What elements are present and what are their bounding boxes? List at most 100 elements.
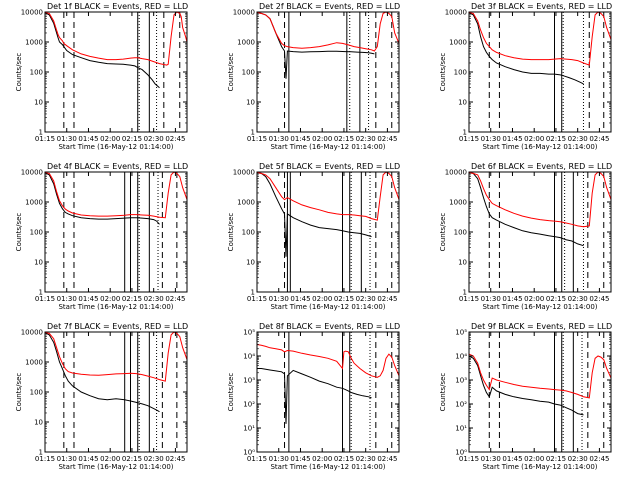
- x-tick-label: 02:45: [165, 135, 185, 143]
- lld-series-line: [256, 11, 400, 52]
- x-tick-label: 01:30: [481, 295, 501, 303]
- y-axis-label: Counts/sec: [439, 373, 447, 412]
- panel-title: Det 4f BLACK = Events, RED = LLD: [47, 162, 188, 171]
- y-tick-label: 10²: [455, 401, 467, 409]
- lld-series-line: [44, 11, 188, 66]
- detector-panel-4: Det 4f BLACK = Events, RED = LLD 1 10 100 10…: [15, 162, 188, 311]
- x-axis-label: Start Time (16-May-12 01:14:00): [270, 463, 385, 471]
- x-tick-label: 02:15: [122, 295, 142, 303]
- y-axis-label: Counts/sec: [15, 373, 23, 412]
- plot-frame: [468, 331, 612, 453]
- panel-title: Det 6f BLACK = Events, RED = LLD: [471, 162, 612, 171]
- y-tick-label: 10: [34, 419, 43, 427]
- lld-series-line: [468, 11, 612, 66]
- x-tick-label: 01:15: [35, 455, 55, 463]
- x-tick-label: 02:45: [589, 135, 609, 143]
- panel-title: Det 7f BLACK = Events, RED = LLD: [47, 322, 188, 331]
- x-tick-label: 01:30: [269, 135, 289, 143]
- plot-frame: [44, 171, 188, 293]
- x-tick-label: 02:00: [312, 455, 332, 463]
- x-axis-label: Start Time (16-May-12 01:14:00): [270, 303, 385, 311]
- x-tick-label: 02:15: [334, 455, 354, 463]
- x-tick-label: 01:15: [459, 455, 479, 463]
- detector-panel-3: Det 3f BLACK = Events, RED = LLD 1 10 100 10…: [439, 2, 612, 151]
- x-tick-label: 02:30: [568, 295, 588, 303]
- y-axis-label: Counts/sec: [227, 213, 235, 252]
- x-tick-label: 02:30: [568, 455, 588, 463]
- y-tick-label: 10³: [243, 377, 255, 385]
- lld-series-line: [44, 171, 188, 219]
- x-tick-label: 02:00: [100, 455, 120, 463]
- y-tick-label: 1000: [25, 199, 43, 207]
- y-tick-label: 10⁴: [243, 353, 255, 361]
- y-tick-label: 1000: [237, 199, 255, 207]
- y-tick-label: 10000: [445, 169, 467, 177]
- plot-frame: [256, 11, 400, 133]
- x-tick-label: 01:30: [481, 455, 501, 463]
- detector-panel-1: Det 1f BLACK = Events, RED = LLD 1 10 100 10…: [15, 2, 188, 151]
- x-tick-label: 01:30: [57, 455, 77, 463]
- y-axis-label: Counts/sec: [15, 213, 23, 252]
- x-tick-label: 01:45: [290, 295, 310, 303]
- x-tick-label: 02:30: [144, 455, 164, 463]
- y-tick-label: 10: [458, 259, 467, 267]
- x-tick-label: 02:30: [144, 135, 164, 143]
- x-tick-label: 02:00: [312, 295, 332, 303]
- x-tick-label: 01:30: [57, 295, 77, 303]
- y-axis-label: Counts/sec: [439, 53, 447, 92]
- y-tick-label: 100: [242, 229, 255, 237]
- x-tick-label: 01:30: [57, 135, 77, 143]
- panel-title: Det 5f BLACK = Events, RED = LLD: [259, 162, 400, 171]
- plot-frame: [468, 171, 612, 293]
- x-tick-label: 01:30: [481, 135, 501, 143]
- x-tick-label: 02:30: [356, 455, 376, 463]
- y-tick-label: 1: [463, 129, 467, 137]
- y-tick-label: 10000: [445, 9, 467, 17]
- y-tick-label: 100: [242, 69, 255, 77]
- events-series-line: [44, 12, 160, 89]
- detector-panel-5: Det 5f BLACK = Events, RED = LLD 1 10 100 10…: [227, 162, 400, 311]
- y-tick-label: 10000: [21, 329, 43, 337]
- y-tick-label: 10⁴: [455, 353, 467, 361]
- detector-panel-9: Det 9f BLACK = Events, RED = LLD 10⁰ 10¹ 10…: [439, 322, 612, 471]
- y-tick-label: 10: [34, 259, 43, 267]
- lld-series-line: [44, 331, 188, 382]
- x-tick-label: 02:00: [524, 295, 544, 303]
- x-axis-label: Start Time (16-May-12 01:14:00): [58, 303, 173, 311]
- x-tick-label: 02:45: [377, 455, 397, 463]
- x-tick-label: 02:00: [524, 135, 544, 143]
- detector-panel-6: Det 6f BLACK = Events, RED = LLD 1 10 100 10…: [439, 162, 612, 311]
- y-tick-label: 10⁵: [243, 329, 255, 337]
- events-series-line: [468, 172, 584, 247]
- x-tick-label: 02:15: [334, 295, 354, 303]
- events-series-line: [256, 172, 372, 257]
- y-tick-label: 1: [39, 129, 43, 137]
- y-tick-label: 10: [458, 99, 467, 107]
- x-tick-label: 01:45: [290, 455, 310, 463]
- y-tick-label: 100: [30, 389, 43, 397]
- x-tick-label: 01:15: [459, 295, 479, 303]
- lld-series-line: [468, 353, 612, 399]
- y-tick-label: 1000: [449, 39, 467, 47]
- events-series-line: [256, 12, 375, 79]
- detector-panel-8: Det 8f BLACK = Events, RED = LLD 10⁰ 10¹ 10…: [227, 322, 400, 471]
- y-tick-label: 1: [463, 289, 467, 297]
- x-tick-label: 01:45: [502, 295, 522, 303]
- plot-frame: [256, 331, 400, 453]
- x-tick-label: 01:30: [269, 295, 289, 303]
- x-tick-label: 01:45: [78, 135, 98, 143]
- panel-title: Det 1f BLACK = Events, RED = LLD: [47, 2, 188, 11]
- y-tick-label: 1: [39, 289, 43, 297]
- y-tick-label: 10⁵: [455, 329, 467, 337]
- x-tick-label: 01:15: [247, 135, 267, 143]
- events-series-line: [44, 332, 160, 413]
- panel-title: Det 8f BLACK = Events, RED = LLD: [259, 322, 400, 331]
- panel-title: Det 2f BLACK = Events, RED = LLD: [259, 2, 400, 11]
- x-axis-label: Start Time (16-May-12 01:14:00): [482, 303, 597, 311]
- panel-title: Det 3f BLACK = Events, RED = LLD: [471, 2, 612, 11]
- y-tick-label: 10¹: [455, 425, 467, 433]
- x-tick-label: 02:45: [165, 455, 185, 463]
- events-series-line: [44, 172, 160, 225]
- x-tick-label: 02:15: [546, 135, 566, 143]
